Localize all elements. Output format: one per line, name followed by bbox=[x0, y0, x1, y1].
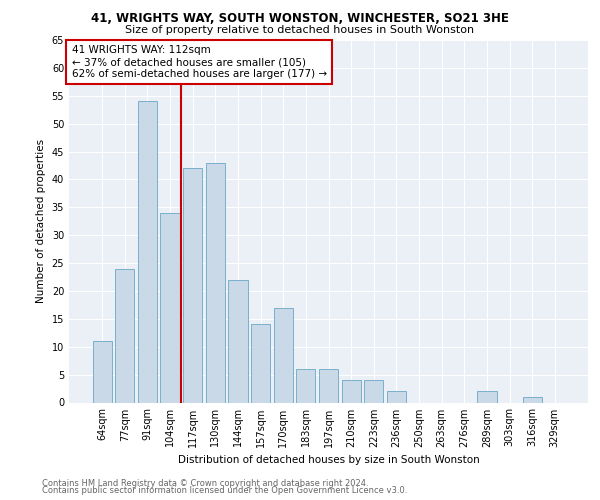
Bar bbox=[364, 380, 383, 402]
Bar bbox=[251, 324, 270, 402]
Text: 41 WRIGHTS WAY: 112sqm
← 37% of detached houses are smaller (105)
62% of semi-de: 41 WRIGHTS WAY: 112sqm ← 37% of detached… bbox=[71, 46, 327, 78]
Bar bbox=[341, 380, 361, 402]
Bar bbox=[319, 369, 338, 402]
Bar bbox=[115, 268, 134, 402]
Text: Contains HM Land Registry data © Crown copyright and database right 2024.: Contains HM Land Registry data © Crown c… bbox=[42, 478, 368, 488]
Bar bbox=[92, 341, 112, 402]
Bar bbox=[477, 392, 497, 402]
Y-axis label: Number of detached properties: Number of detached properties bbox=[36, 139, 46, 304]
Text: Contains public sector information licensed under the Open Government Licence v3: Contains public sector information licen… bbox=[42, 486, 407, 495]
Bar bbox=[387, 392, 406, 402]
Bar bbox=[523, 397, 542, 402]
Bar bbox=[229, 280, 248, 402]
Bar bbox=[206, 162, 225, 402]
Bar bbox=[138, 102, 157, 403]
Bar bbox=[296, 369, 316, 402]
X-axis label: Distribution of detached houses by size in South Wonston: Distribution of detached houses by size … bbox=[178, 455, 479, 465]
Bar bbox=[183, 168, 202, 402]
Bar bbox=[274, 308, 293, 402]
Bar bbox=[160, 213, 180, 402]
Text: 41, WRIGHTS WAY, SOUTH WONSTON, WINCHESTER, SO21 3HE: 41, WRIGHTS WAY, SOUTH WONSTON, WINCHEST… bbox=[91, 12, 509, 26]
Text: Size of property relative to detached houses in South Wonston: Size of property relative to detached ho… bbox=[125, 25, 475, 35]
